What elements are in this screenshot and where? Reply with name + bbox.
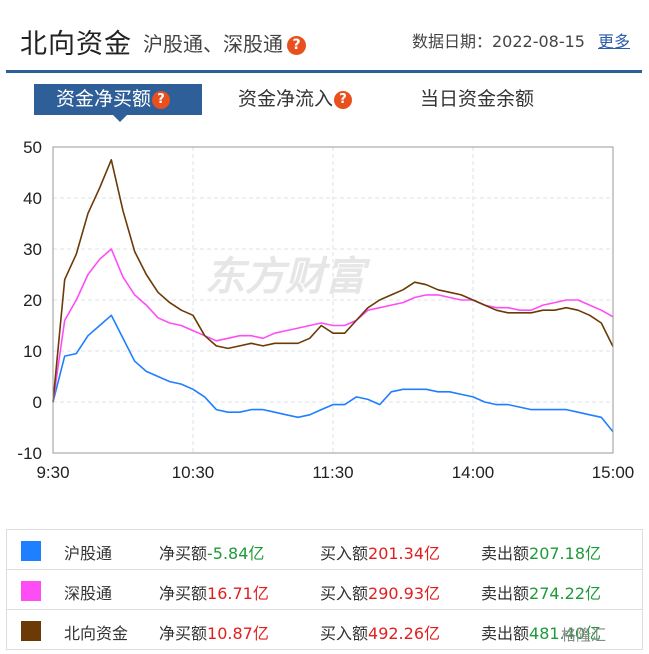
chart-series bbox=[52, 158, 614, 433]
buy-label: 买入额 bbox=[320, 584, 369, 603]
x-tick-label: 10:30 bbox=[172, 463, 215, 482]
corner-watermark-logo: 格隆汇 bbox=[561, 626, 607, 644]
tab-label: 当日资金余额 bbox=[420, 88, 535, 110]
buy-value: 290.93亿 bbox=[368, 584, 441, 603]
tab-net-buy[interactable]: 资金净买额? bbox=[34, 84, 202, 115]
sell-label: 卖出额 bbox=[481, 624, 530, 643]
series-name: 深股通 bbox=[64, 584, 113, 603]
net-value: 16.71亿 bbox=[207, 584, 269, 603]
more-link[interactable]: 更多 bbox=[598, 32, 631, 51]
net-buy: 净买额10.87亿 bbox=[159, 620, 269, 644]
sell-value: 274.22亿 bbox=[529, 584, 602, 603]
table-row: 北向资金 净买额10.87亿 买入额492.26亿 卖出额481.40亿 bbox=[7, 610, 642, 650]
sell-value: 481.40亿 bbox=[529, 624, 602, 643]
sell-amount: 卖出额274.22亿 bbox=[481, 580, 601, 604]
y-tick-label: 10 bbox=[23, 342, 42, 361]
sell-label: 卖出额 bbox=[481, 584, 530, 603]
buy-value: 201.34亿 bbox=[368, 544, 441, 563]
watermark: 东方财富 bbox=[205, 254, 371, 300]
buy-amount: 买入额290.93亿 bbox=[320, 580, 440, 604]
tab-label: 资金净流入 bbox=[238, 88, 334, 110]
sell-label: 卖出额 bbox=[481, 544, 530, 563]
series-line bbox=[52, 248, 614, 403]
sell-value: 207.18亿 bbox=[529, 544, 602, 563]
net-value: -5.84亿 bbox=[207, 544, 265, 563]
series-name: 沪股通 bbox=[64, 544, 113, 563]
net-label: 净买额 bbox=[159, 584, 208, 603]
x-tick-label: 15:00 bbox=[592, 463, 635, 482]
series-swatch bbox=[21, 541, 41, 561]
y-tick-label: 50 bbox=[23, 138, 42, 157]
series-swatch bbox=[21, 581, 41, 601]
x-axis-ticks: 9:30 10:30 11:30 14:00 15:00 bbox=[36, 463, 634, 482]
help-icon[interactable]: ? bbox=[152, 91, 171, 109]
help-icon[interactable]: ? bbox=[287, 36, 306, 55]
subtitle-text: 沪股通、深股通 bbox=[143, 32, 283, 56]
buy-label: 买入额 bbox=[320, 624, 369, 643]
net-buy: 净买额16.71亿 bbox=[159, 580, 269, 604]
page-header: 北向资金 沪股通、深股通? 数据日期：2022-08-15 更多 bbox=[0, 0, 649, 73]
buy-value: 492.26亿 bbox=[368, 624, 441, 643]
net-value: 10.87亿 bbox=[207, 624, 269, 643]
series-swatch bbox=[21, 621, 41, 641]
x-tick-label: 14:00 bbox=[452, 463, 495, 482]
x-tick-label: 11:30 bbox=[312, 463, 353, 482]
y-axis-ticks: 50 40 30 20 10 0 -10 bbox=[17, 138, 42, 463]
y-tick-label: 0 bbox=[33, 393, 42, 412]
chart-grid bbox=[52, 146, 614, 454]
tab-label: 资金净买额 bbox=[56, 88, 152, 110]
plot-frame bbox=[52, 146, 614, 454]
sell-amount: 卖出额207.18亿 bbox=[481, 540, 601, 564]
buy-label: 买入额 bbox=[320, 544, 369, 563]
y-tick-label: 40 bbox=[23, 189, 42, 208]
net-buy-line-chart: 东方财富 50 40 30 20 10 0 -10 9:30 10:30 11:30 14:00 1… bbox=[17, 138, 634, 482]
y-tick-label: 20 bbox=[23, 291, 42, 310]
net-buy: 净买额-5.84亿 bbox=[159, 540, 264, 564]
x-tick-label: 9:30 bbox=[36, 463, 69, 482]
net-label: 净买额 bbox=[159, 544, 208, 563]
help-icon[interactable]: ? bbox=[334, 91, 353, 109]
data-date: 数据日期：2022-08-15 bbox=[412, 32, 585, 51]
buy-amount: 买入额201.34亿 bbox=[320, 540, 440, 564]
y-tick-label: -10 bbox=[17, 444, 42, 463]
tab-daily-balance[interactable]: 当日资金余额 bbox=[420, 84, 534, 115]
tab-net-inflow[interactable]: 资金净流入? bbox=[238, 84, 353, 115]
net-label: 净买额 bbox=[159, 624, 208, 643]
series-line bbox=[52, 158, 614, 403]
series-name: 北向资金 bbox=[64, 624, 129, 643]
sell-amount: 卖出额481.40亿 bbox=[481, 620, 601, 644]
tab-bar: 资金净买额? 资金净流入? 当日资金余额 bbox=[0, 84, 649, 124]
page-subtitle: 沪股通、深股通? bbox=[143, 28, 306, 57]
active-tab-pointer bbox=[113, 115, 127, 122]
buy-amount: 买入额492.26亿 bbox=[320, 620, 440, 644]
table-row: 深股通 净买额16.71亿 买入额290.93亿 卖出额274.22亿 bbox=[7, 570, 642, 610]
y-tick-label: 30 bbox=[23, 240, 42, 259]
summary-table: 沪股通 净买额-5.84亿 买入额201.34亿 卖出额207.18亿 深股通 … bbox=[6, 529, 643, 650]
table-row: 沪股通 净买额-5.84亿 买入额201.34亿 卖出额207.18亿 bbox=[7, 530, 642, 570]
page-title: 北向资金 bbox=[20, 29, 132, 60]
series-line bbox=[52, 314, 614, 433]
header-divider bbox=[6, 70, 642, 73]
